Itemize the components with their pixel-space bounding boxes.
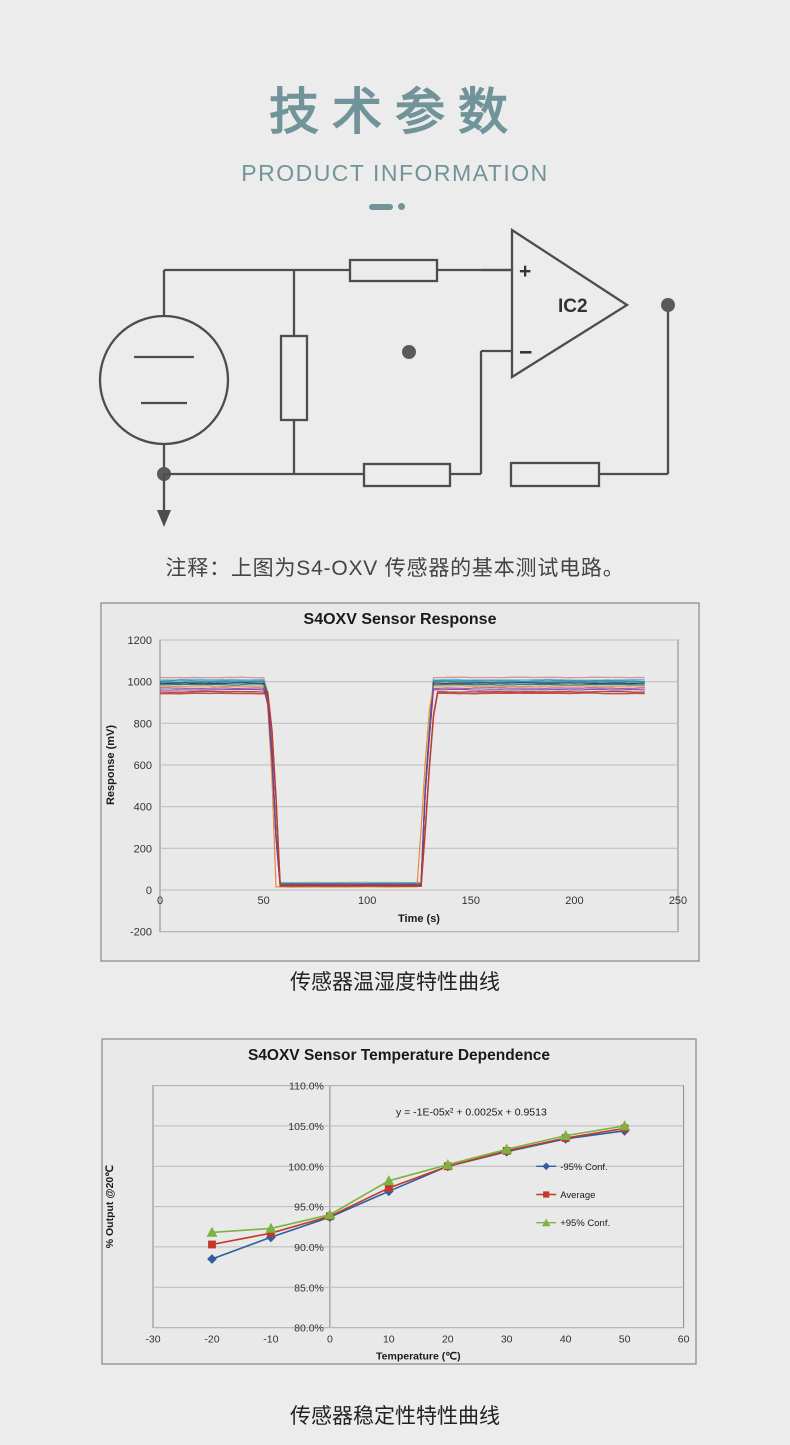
- svg-text:20: 20: [442, 1334, 454, 1346]
- svg-text:200: 200: [134, 843, 152, 855]
- svg-text:250: 250: [669, 895, 687, 907]
- svg-text:0: 0: [146, 885, 152, 897]
- svg-text:Response (mV): Response (mV): [105, 725, 117, 805]
- svg-text:80.0%: 80.0%: [294, 1323, 324, 1335]
- svg-text:-95% Conf.: -95% Conf.: [560, 1162, 608, 1173]
- svg-text:Average: Average: [560, 1190, 595, 1201]
- svg-text:+: +: [519, 260, 531, 283]
- svg-text:+95% Conf.: +95% Conf.: [560, 1218, 610, 1229]
- svg-text:50: 50: [257, 895, 269, 907]
- svg-text:85.0%: 85.0%: [294, 1282, 324, 1294]
- svg-text:800: 800: [134, 718, 152, 730]
- svg-text:50: 50: [619, 1334, 631, 1346]
- svg-text:30: 30: [501, 1334, 513, 1346]
- svg-text:y = -1E-05x² + 0.0025x + 0.951: y = -1E-05x² + 0.0025x + 0.9513: [396, 1106, 547, 1118]
- svg-text:100: 100: [358, 895, 376, 907]
- svg-text:% Output @20℃: % Output @20℃: [104, 1165, 116, 1248]
- svg-text:-200: -200: [130, 927, 152, 939]
- svg-text:600: 600: [134, 760, 152, 772]
- svg-text:400: 400: [134, 802, 152, 814]
- svg-text:-30: -30: [145, 1334, 160, 1346]
- svg-text:40: 40: [560, 1334, 572, 1346]
- svg-text:1200: 1200: [128, 635, 152, 647]
- svg-text:150: 150: [462, 895, 480, 907]
- svg-text:−: −: [519, 339, 532, 365]
- svg-text:60: 60: [678, 1334, 690, 1346]
- svg-text:10: 10: [383, 1334, 395, 1346]
- svg-text:200: 200: [565, 895, 583, 907]
- svg-text:105.0%: 105.0%: [288, 1121, 324, 1133]
- svg-text:100.0%: 100.0%: [288, 1161, 324, 1173]
- svg-text:1000: 1000: [128, 677, 152, 689]
- svg-text:90.0%: 90.0%: [294, 1242, 324, 1254]
- svg-text:S4OXV Sensor Response: S4OXV Sensor Response: [304, 611, 497, 628]
- svg-text:-10: -10: [263, 1334, 278, 1346]
- svg-text:IC2: IC2: [558, 296, 588, 317]
- svg-text:-20: -20: [204, 1334, 219, 1346]
- svg-text:110.0%: 110.0%: [289, 1081, 324, 1093]
- svg-text:0: 0: [157, 895, 163, 907]
- svg-text:0: 0: [327, 1334, 333, 1346]
- svg-text:Time (s): Time (s): [398, 913, 440, 925]
- svg-text:S4OXV Sensor Temperature Depen: S4OXV Sensor Temperature Dependence: [248, 1047, 550, 1064]
- svg-text:95.0%: 95.0%: [294, 1202, 324, 1214]
- svg-text:Temperature (℃): Temperature (℃): [376, 1351, 461, 1363]
